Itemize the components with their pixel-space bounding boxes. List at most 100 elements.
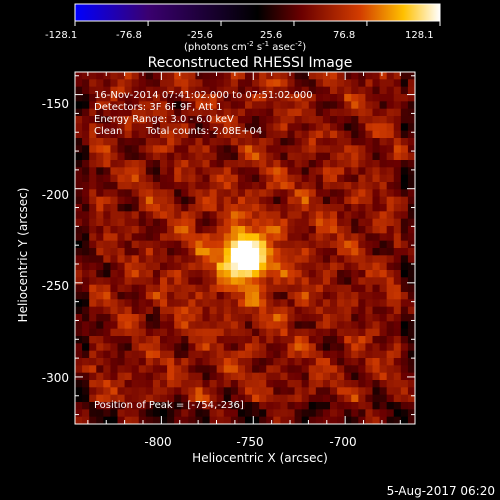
heatmap-cell: [167, 226, 175, 234]
heatmap-cell: [301, 365, 310, 374]
heatmap-cell: [400, 101, 409, 110]
heatmap-cell: [167, 182, 175, 190]
heatmap-cell: [386, 123, 395, 132]
heatmap-cell: [315, 130, 324, 139]
heatmap-cell: [245, 123, 253, 132]
heatmap-cell: [252, 189, 260, 198]
heatmap-cell: [124, 167, 133, 176]
heatmap-cell: [252, 394, 260, 403]
heatmap-cell: [344, 211, 352, 220]
heatmap-cell: [181, 343, 189, 352]
heatmap-cell: [174, 292, 182, 300]
heatmap-cell: [110, 145, 119, 154]
heatmap-cell: [152, 101, 161, 110]
heatmap-cell: [351, 306, 359, 315]
heatmap-cell: [237, 255, 246, 264]
heatmap-cell: [89, 255, 97, 264]
heatmap-cell: [202, 277, 211, 286]
heatmap-cell: [379, 284, 388, 293]
heatmap-cell: [252, 226, 260, 234]
heatmap-cell: [216, 365, 225, 374]
heatmap-cell: [202, 416, 211, 424]
heatmap-cell: [393, 380, 402, 388]
heatmap-cell: [330, 343, 338, 352]
heatmap-cell: [266, 72, 274, 80]
heatmap-cell: [160, 167, 168, 176]
heatmap-cell: [188, 94, 197, 102]
heatmap-cell: [266, 182, 274, 190]
heatmap-cell: [351, 79, 359, 88]
heatmap-cell: [351, 336, 359, 344]
heatmap-cell: [287, 94, 296, 102]
heatmap-cell: [351, 218, 359, 227]
heatmap-cell: [252, 328, 260, 337]
heatmap-cell: [223, 306, 232, 315]
heatmap-cell: [181, 130, 189, 139]
heatmap-cell: [358, 204, 367, 212]
heatmap-cell: [110, 372, 119, 381]
heatmap-cell: [145, 343, 154, 352]
heatmap-cell: [266, 299, 274, 308]
heatmap-cell: [400, 394, 409, 403]
heatmap-cell: [407, 240, 415, 249]
heatmap-cell: [174, 372, 182, 381]
heatmap-cell: [152, 394, 161, 403]
heatmap-cell: [358, 152, 367, 161]
heatmap-cell: [344, 380, 352, 388]
heatmap-cell: [82, 101, 90, 110]
heatmap-cell: [223, 233, 232, 242]
heatmap-cell: [117, 365, 126, 374]
heatmap-cell: [365, 101, 374, 110]
heatmap-cell: [294, 152, 303, 161]
heatmap-cell: [407, 79, 415, 88]
heatmap-cell: [322, 167, 331, 176]
heatmap-cell: [174, 314, 182, 322]
heatmap-cell: [379, 365, 388, 374]
heatmap-cell: [266, 321, 274, 330]
heatmap-cell: [195, 336, 204, 344]
colorbar-tick-label: -76.8: [116, 30, 142, 41]
heatmap-cell: [259, 218, 267, 227]
heatmap-cell: [245, 167, 253, 176]
heatmap-cell: [273, 240, 282, 249]
heatmap-cell: [351, 167, 359, 176]
heatmap-cell: [245, 94, 253, 102]
heatmap-cell: [344, 226, 352, 234]
heatmap-cell: [75, 130, 83, 139]
heatmap-cell: [393, 328, 402, 337]
heatmap-cell: [252, 336, 260, 344]
colorbar-tick-label: 25.6: [260, 30, 282, 41]
heatmap-cell: [117, 248, 126, 256]
heatmap-cell: [393, 387, 402, 396]
heatmap-cell: [400, 270, 409, 278]
heatmap-cell: [301, 138, 310, 146]
heatmap-cell: [167, 204, 175, 212]
heatmap-cell: [315, 262, 324, 271]
heatmap-cell: [160, 189, 168, 198]
heatmap-cell: [280, 343, 289, 352]
heatmap-cell: [145, 277, 154, 286]
heatmap-cell: [237, 72, 246, 80]
heatmap-cell: [188, 138, 197, 146]
heatmap-cell: [145, 101, 154, 110]
heatmap-cell: [223, 189, 232, 198]
heatmap-cell: [152, 108, 161, 117]
heatmap-cell: [96, 262, 104, 271]
heatmap-cell: [216, 321, 225, 330]
heatmap-cell: [152, 167, 161, 176]
heatmap-cell: [89, 130, 97, 139]
heatmap-cell: [294, 314, 303, 322]
heatmap-cell: [230, 292, 239, 300]
heatmap-cell: [273, 218, 282, 227]
heatmap-cell: [75, 240, 83, 249]
heatmap-cell: [379, 167, 388, 176]
heatmap-cell: [287, 204, 296, 212]
heatmap-cell: [358, 277, 367, 286]
heatmap-cell: [379, 409, 388, 418]
heatmap-cell: [301, 314, 310, 322]
heatmap-cell: [365, 145, 374, 154]
heatmap-cell: [273, 284, 282, 293]
heatmap-cell: [379, 145, 388, 154]
heatmap-cell: [138, 211, 147, 220]
heatmap-cell: [160, 101, 168, 110]
